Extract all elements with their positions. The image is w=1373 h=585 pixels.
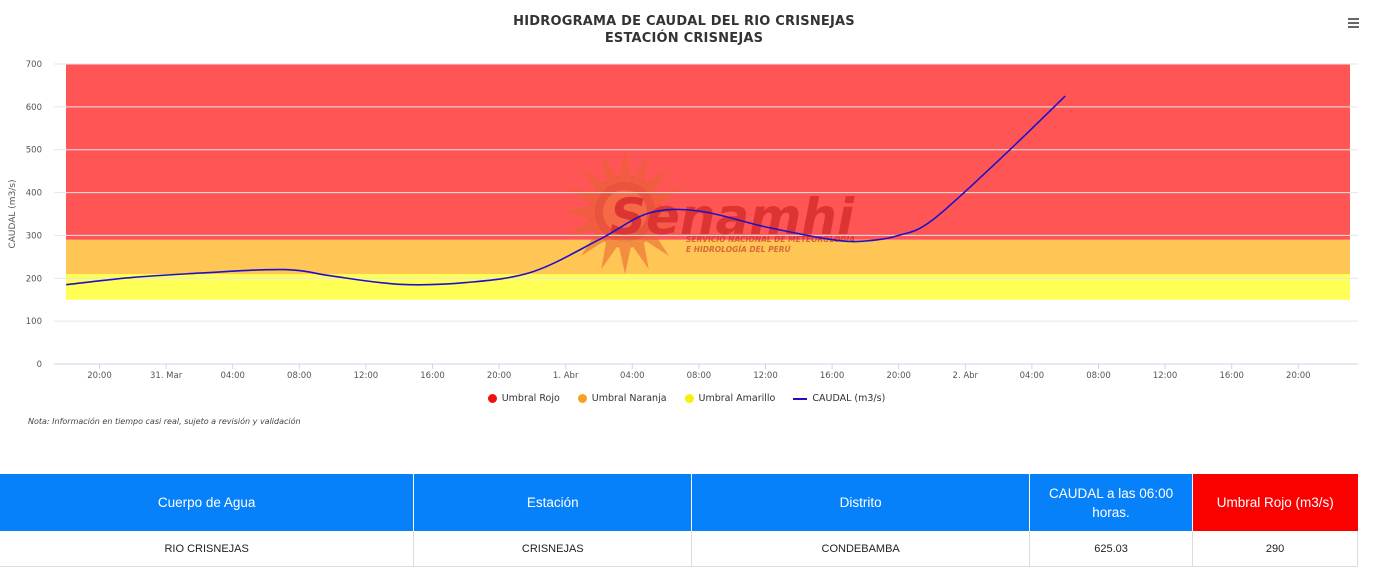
header-distrito: Distrito <box>691 474 1031 531</box>
header-estacion: Estación <box>413 474 693 531</box>
sun-ray <box>601 237 620 270</box>
legend-label: Umbral Rojo <box>501 393 560 404</box>
chart-legend: Umbral Rojo Umbral Naranja Umbral Amaril… <box>0 393 1373 404</box>
y-tick-label: 700 <box>26 60 42 70</box>
cell-estacion: CRISNEJAS <box>413 531 693 567</box>
sun-ray <box>630 237 649 270</box>
x-tick-label: 12:00 <box>753 371 778 381</box>
legend-label: CAUDAL (m3/s) <box>812 393 886 404</box>
sun-ray <box>650 217 683 236</box>
legend-label: Umbral Naranja <box>591 393 667 404</box>
hamburger-menu-icon[interactable] <box>1348 18 1359 28</box>
hydrograph-chart: Senamhi SERVICIO NACIONAL DE METEOROLOGÍ… <box>8 60 1358 381</box>
legend-line-icon <box>793 397 808 400</box>
y-tick-label: 100 <box>26 317 42 327</box>
x-tick-label: 16:00 <box>420 371 445 381</box>
x-tick-label: 16:00 <box>820 371 845 381</box>
band-umbral-naranja <box>66 239 1350 274</box>
header-umbral-rojo: Umbral Rojo (m3/s) <box>1192 474 1358 531</box>
station-info-table: Cuerpo de Agua Estación Distrito CAUDAL … <box>0 474 1358 567</box>
sun-ray <box>630 154 649 187</box>
cell-caudal: 625.03 <box>1029 531 1194 567</box>
legend-label: Umbral Amarillo <box>698 393 776 404</box>
x-tick-label: 20:00 <box>487 371 512 381</box>
legend-item-umbral-amarillo[interactable]: Umbral Amarillo <box>684 393 776 404</box>
legend-marker-icon <box>487 394 497 403</box>
legend-marker-icon <box>684 394 694 403</box>
x-tick-label: 20:00 <box>87 371 112 381</box>
sun-ray <box>563 205 595 219</box>
cell-cuerpo-de-agua: RIO CRISNEJAS <box>0 531 415 567</box>
x-tick-label: 12:00 <box>1153 371 1178 381</box>
sun-ray <box>567 217 600 236</box>
cell-distrito: CONDEBAMBA <box>691 531 1031 567</box>
x-tick-label: 2. Abr <box>953 371 979 381</box>
chart-title: HIDROGRAMA DE CAUDAL DEL RIO CRISNEJAS <box>513 14 855 29</box>
disclaimer-note: Nota: Información en tiempo casi real, s… <box>28 417 301 426</box>
chart-subtitle: ESTACIÓN CRISNEJAS <box>604 31 764 46</box>
watermark-line-2: E HIDROLOGÍA DEL PERÚ <box>686 245 791 254</box>
table-row: RIO CRISNEJAS CRISNEJAS CONDEBAMBA 625.0… <box>0 531 1358 567</box>
x-tick-label: 08:00 <box>687 371 712 381</box>
y-tick-label: 0 <box>37 360 42 370</box>
sun-ray <box>641 168 669 196</box>
cell-umbral-rojo: 290 <box>1192 531 1358 567</box>
x-tick-label: 20:00 <box>886 371 911 381</box>
sun-ray <box>618 150 632 182</box>
y-tick-label: 300 <box>26 231 42 241</box>
x-tick-label: 04:00 <box>220 371 245 381</box>
legend-item-umbral-naranja[interactable]: Umbral Naranja <box>577 393 667 404</box>
x-tick-label: 12:00 <box>354 371 379 381</box>
x-tick-label: 08:00 <box>287 371 312 381</box>
x-tick-label: 04:00 <box>1020 371 1045 381</box>
x-tick-label: 31. Mar <box>150 371 183 381</box>
y-tick-label: 200 <box>26 274 42 284</box>
header-cuerpo-de-agua: Cuerpo de Agua <box>0 474 415 531</box>
sun-ray <box>618 242 632 274</box>
x-tick-label: 04:00 <box>620 371 645 381</box>
x-tick-label: 08:00 <box>1086 371 1111 381</box>
sun-ray <box>655 205 687 219</box>
y-tick-label: 600 <box>26 103 42 113</box>
series-line-caudal[interactable] <box>66 95 1066 286</box>
band-umbral-rojo <box>66 64 1350 240</box>
x-tick-label: 16:00 <box>1219 371 1244 381</box>
legend-item-umbral-rojo[interactable]: Umbral Rojo <box>487 393 560 404</box>
x-tick-label: 20:00 <box>1286 371 1311 381</box>
y-tick-label: 400 <box>26 189 42 199</box>
legend-marker-icon <box>577 394 587 403</box>
y-tick-label: 500 <box>26 146 42 156</box>
x-tick-label: 1. Abr <box>553 371 579 381</box>
table-header-row: Cuerpo de Agua Estación Distrito CAUDAL … <box>0 474 1358 531</box>
header-caudal-06: CAUDAL a las 06:00 horas. <box>1029 474 1194 531</box>
y-axis-title: CAUDAL (m3/s) <box>8 179 18 248</box>
legend-item-caudal[interactable]: CAUDAL (m3/s) <box>793 393 885 404</box>
watermark-line-1: SERVICIO NACIONAL DE METEOROLOGÍA <box>686 235 855 244</box>
sun-ray <box>581 168 609 196</box>
chart-container: Senamhi SERVICIO NACIONAL DE METEOROLOGÍ… <box>0 14 1373 426</box>
sun-ray <box>601 154 620 187</box>
